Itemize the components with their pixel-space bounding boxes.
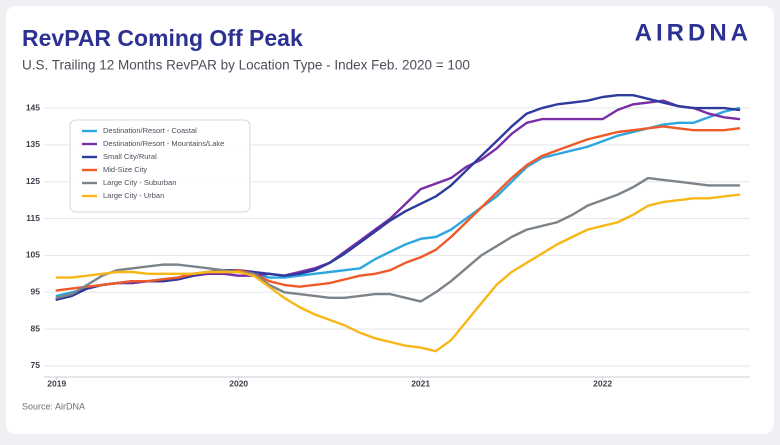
chart-title: RevPAR Coming Off Peak — [22, 25, 303, 51]
x-tick-label: 2021 — [411, 378, 430, 388]
legend-label: Mid-Size City — [103, 165, 147, 174]
y-tick-label: 95 — [31, 287, 41, 297]
legend-label: Large City - Suburban — [103, 178, 176, 187]
y-tick-label: 105 — [26, 250, 40, 260]
y-tick-label: 145 — [26, 102, 40, 112]
x-tick-label: 2019 — [47, 378, 66, 388]
y-tick-label: 125 — [26, 176, 40, 186]
legend-label: Large City - Urban — [103, 191, 164, 200]
x-tick-label: 2020 — [229, 378, 248, 388]
legend-label: Destination/Resort - Mountains/Lake — [103, 139, 224, 148]
y-tick-label: 135 — [26, 139, 40, 149]
legend-box — [69, 119, 251, 213]
y-tick-label: 115 — [26, 213, 40, 223]
logo: AIRDNA — [635, 19, 752, 46]
legend-label: Small City/Rural — [103, 152, 157, 161]
lines — [55, 93, 741, 353]
x-tick-label: 2022 — [593, 378, 612, 388]
y-tick-label: 85 — [31, 323, 41, 333]
series-line — [55, 193, 741, 353]
source: Source: AirDNA — [22, 401, 85, 411]
series-line — [55, 93, 741, 301]
chart-subtitle: U.S. Trailing 12 Months RevPAR by Locati… — [22, 58, 470, 73]
y-tick-label: 75 — [31, 360, 41, 370]
series-line — [55, 125, 741, 292]
legend-label: Destination/Resort - Coastal — [103, 126, 197, 135]
legend: Destination/Resort - Coastal Destination/… — [69, 119, 251, 213]
series-line — [55, 176, 741, 303]
